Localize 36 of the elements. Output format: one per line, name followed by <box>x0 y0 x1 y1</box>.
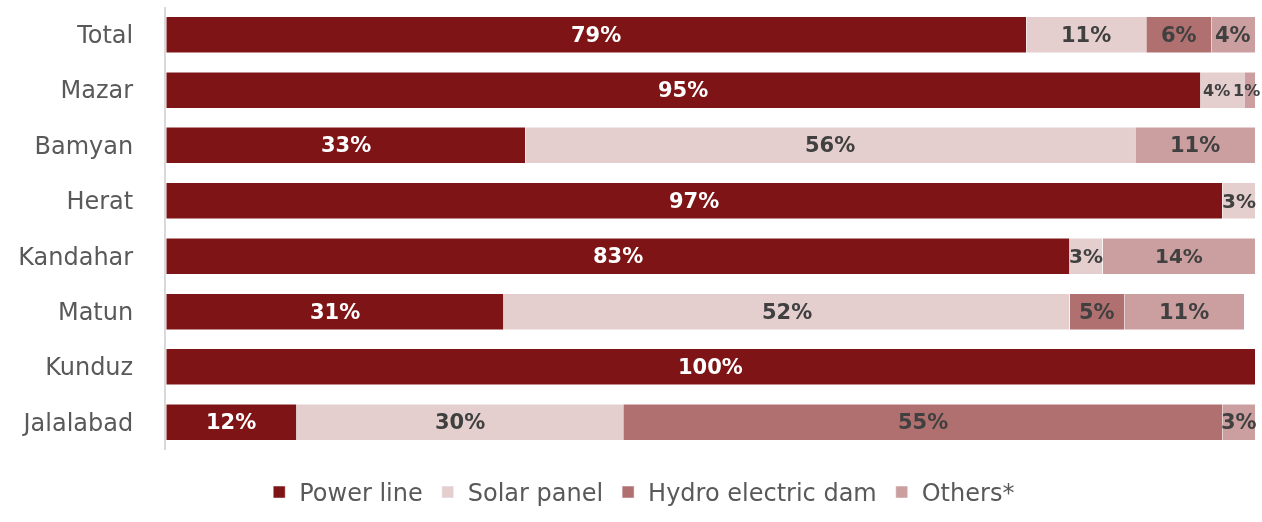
legend-label: Solar panel <box>467 479 604 508</box>
data-label: 56% <box>805 133 856 157</box>
y-tick-label: Total <box>76 21 134 50</box>
data-label: 4% <box>1215 23 1251 47</box>
data-label: 83% <box>593 244 644 268</box>
data-label: 97% <box>669 189 720 213</box>
data-label: 11% <box>1159 300 1210 324</box>
data-label: 33% <box>321 133 372 157</box>
data-label: 11% <box>1061 23 1112 47</box>
data-label: 11% <box>1170 133 1221 157</box>
y-tick-label: Kunduz <box>45 353 134 382</box>
legend-label: Hydro electric dam <box>648 479 877 508</box>
y-tick-label: Herat <box>66 187 134 216</box>
data-label: 55% <box>898 410 949 434</box>
y-tick-label: Jalalabad <box>21 408 134 437</box>
data-label: 5% <box>1079 300 1115 324</box>
y-tick-label: Kandahar <box>18 242 134 271</box>
data-label: 79% <box>571 23 622 47</box>
data-label: 6% <box>1161 23 1197 47</box>
data-label: 31% <box>310 300 361 324</box>
data-label: 100% <box>678 355 743 379</box>
data-label: 12% <box>206 410 257 434</box>
data-label: 3% <box>1222 189 1256 213</box>
y-tick-label: Mazar <box>60 76 134 105</box>
data-label: 4% <box>1203 81 1231 100</box>
data-label: 14% <box>1155 244 1203 268</box>
y-tick-label: Bamyan <box>34 131 134 160</box>
data-label: 30% <box>435 410 486 434</box>
bar <box>166 348 1255 386</box>
data-label: 3% <box>1069 244 1103 268</box>
data-label: 95% <box>658 78 709 102</box>
data-label: 52% <box>762 300 813 324</box>
legend-label: Power line <box>299 479 423 508</box>
legend-label: Others* <box>921 479 1015 508</box>
data-label: 1% <box>1233 81 1261 100</box>
y-tick-label: Matun <box>57 297 134 326</box>
